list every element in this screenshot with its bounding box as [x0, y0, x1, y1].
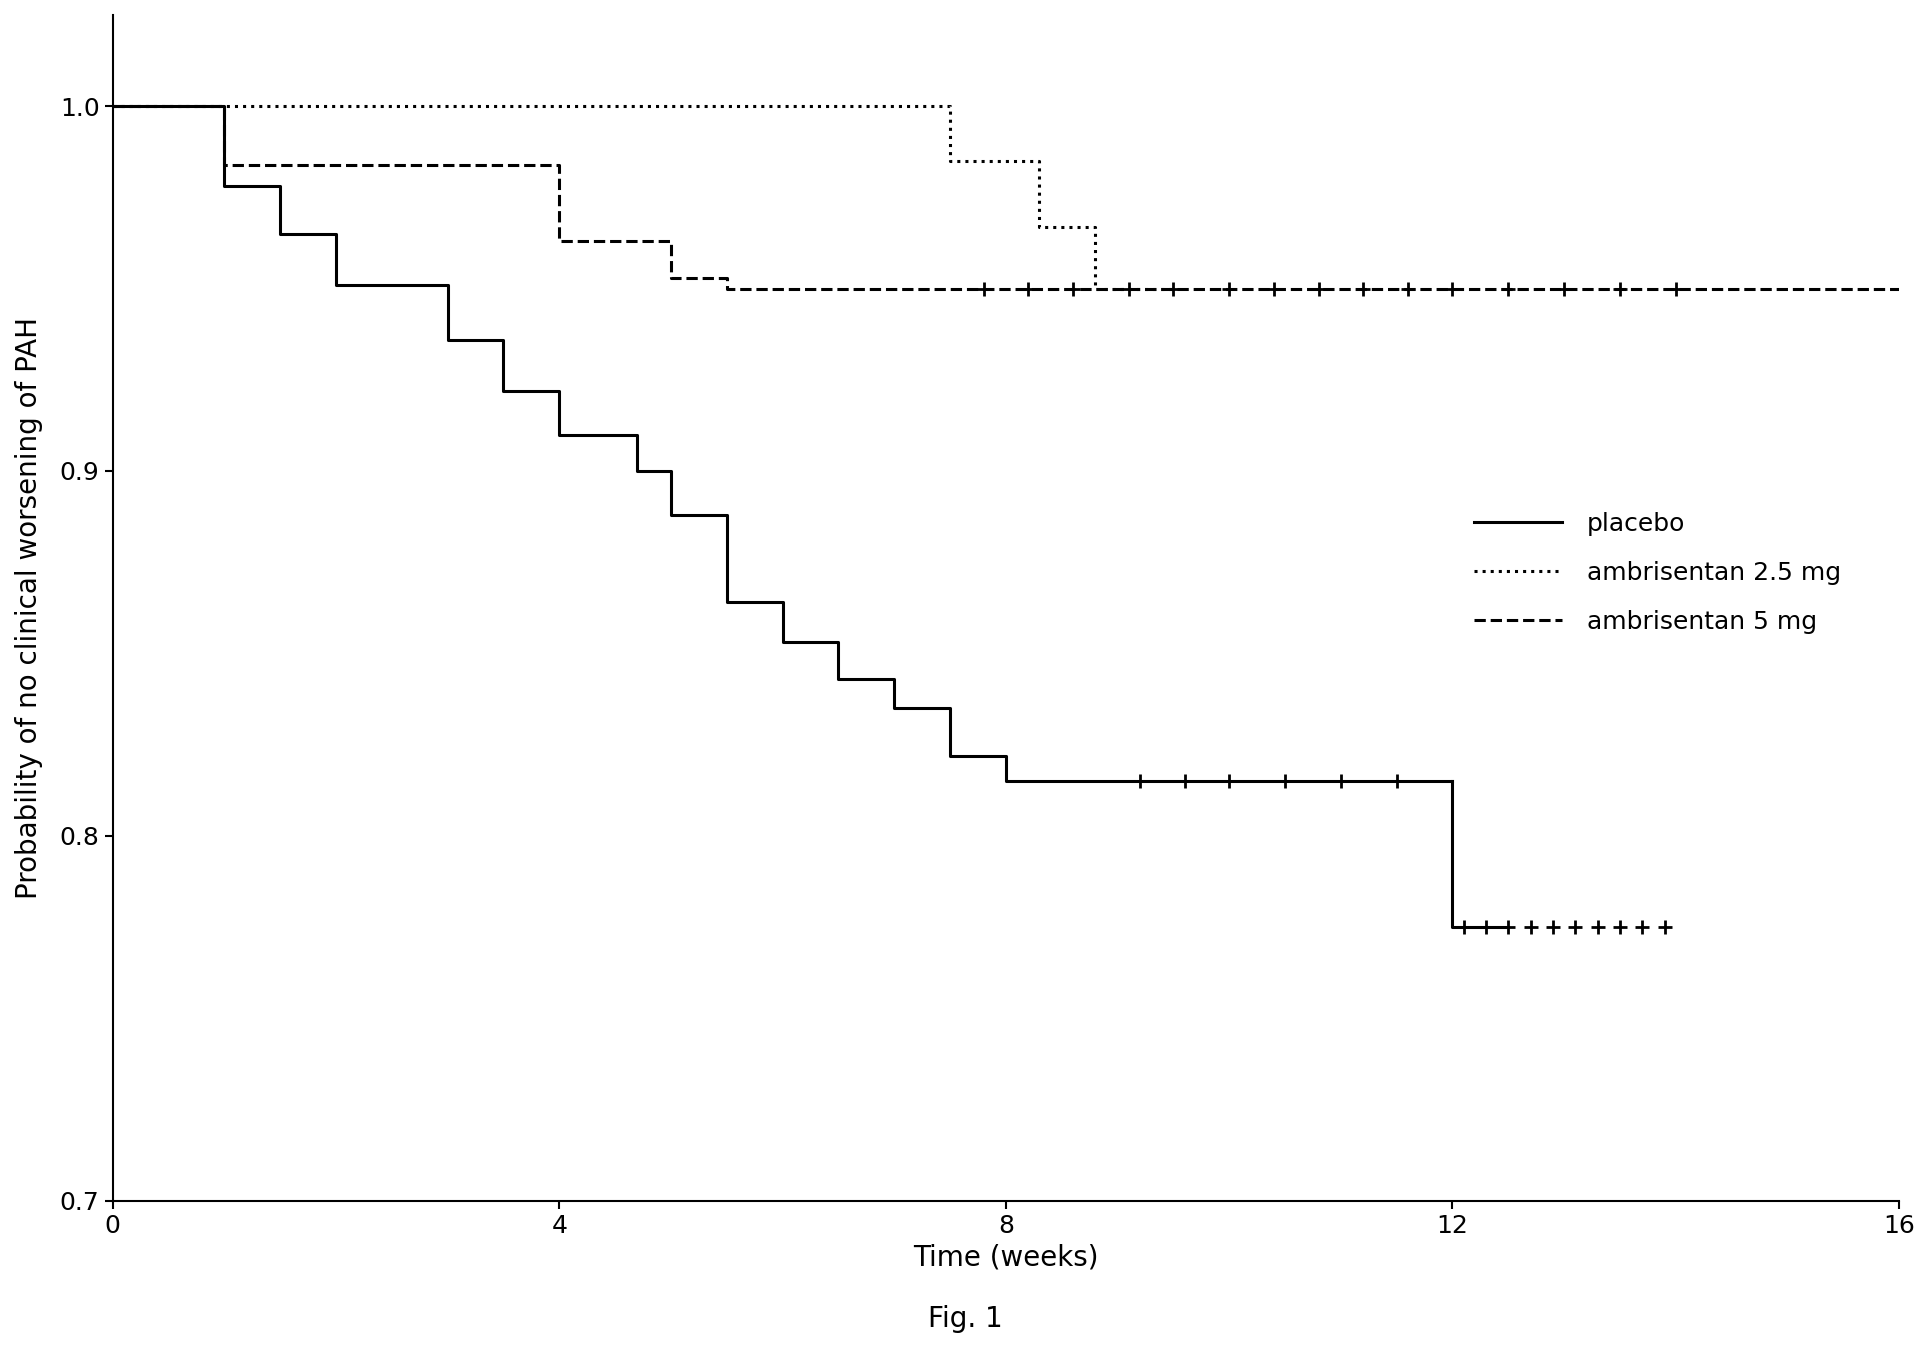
Legend: placebo, ambrisentan 2.5 mg, ambrisentan 5 mg: placebo, ambrisentan 2.5 mg, ambrisentan… — [1465, 502, 1851, 643]
Text: Fig. 1: Fig. 1 — [928, 1305, 1002, 1332]
X-axis label: Time (weeks): Time (weeks) — [913, 1243, 1098, 1271]
Y-axis label: Probability of no clinical worsening of PAH: Probability of no clinical worsening of … — [15, 317, 42, 899]
